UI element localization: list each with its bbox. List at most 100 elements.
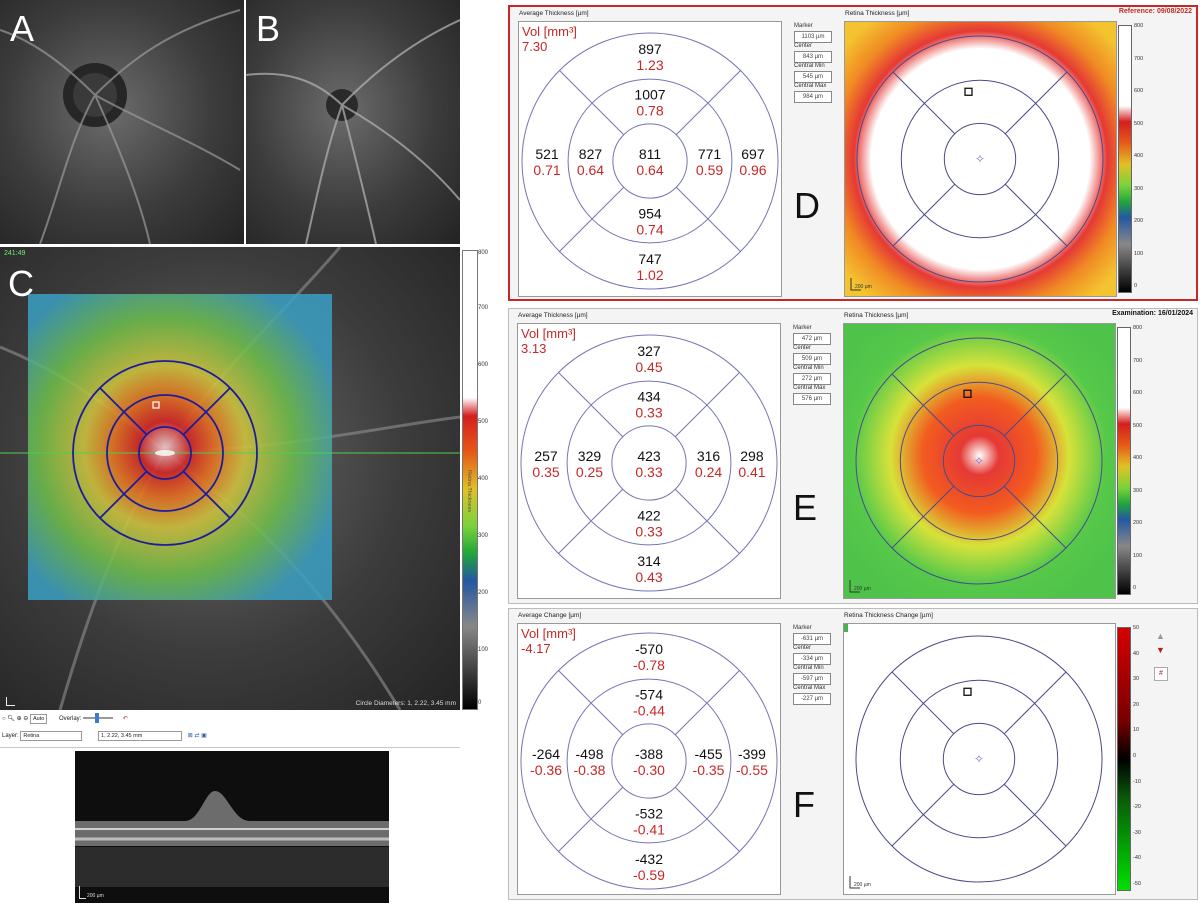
layer-select[interactable]: Retina	[20, 731, 83, 741]
grid-icon[interactable]: ⊠	[187, 733, 193, 739]
volume-label: Vol [mm³]	[521, 326, 576, 341]
sector-outer-left-thickness: 521	[535, 146, 559, 162]
sector-outer-right-thickness: 697	[741, 146, 765, 162]
sector-outer-top-volume: 0.45	[635, 359, 662, 375]
colorbar-tick: 800	[1134, 23, 1144, 29]
sector-inner-top-thickness: 434	[637, 388, 661, 404]
map-colorbar	[1118, 25, 1132, 293]
sector-outer-right-volume: 0.41	[738, 464, 765, 480]
marker-square[interactable]	[963, 687, 972, 696]
sector-inner-bottom-thickness: -532	[635, 806, 663, 822]
map-spoke	[891, 783, 955, 847]
map-spoke	[1003, 373, 1067, 437]
sector-inner-bottom-volume: -0.41	[633, 822, 665, 838]
grid-ring	[520, 632, 778, 890]
colorbar-tick: 300	[1133, 488, 1143, 494]
measure-value: -597 µm	[793, 673, 831, 685]
c-colorbar-tick: 100	[478, 647, 489, 653]
grid-spoke	[558, 670, 624, 736]
sector-chart: 897 1.23 1007 0.78 521 0.71 827 0.64 811 0.64 771 0…	[518, 21, 782, 297]
sector-outer-bottom-volume: 0.43	[635, 569, 662, 585]
measure-label: Marker	[793, 625, 812, 631]
measure-label: Marker	[794, 23, 813, 29]
c-circle-diameters: Circle Diameters: 1, 2.22, 3.45 mm	[355, 700, 456, 707]
grid-spoke	[674, 670, 740, 736]
flip-icon[interactable]: ⇄	[194, 733, 200, 739]
zoom-icon[interactable]: 🔍︎	[7, 716, 15, 722]
c-colorbar-tick: 200	[478, 590, 489, 596]
measure-label: Center	[793, 345, 812, 351]
c-scale-bar	[6, 697, 15, 706]
map-scale-bar	[850, 278, 861, 291]
sector-center-volume: 0.33	[635, 464, 662, 480]
collapse-up-icon[interactable]: ▲	[1156, 631, 1165, 641]
sector-center-volume: -0.30	[633, 762, 665, 778]
grid-spoke	[559, 70, 625, 136]
colorbar-tick: 600	[1133, 390, 1143, 396]
measure-label: Center	[793, 645, 812, 651]
marker-square[interactable]	[963, 389, 972, 398]
map-scale-label: 200 µm	[854, 586, 871, 592]
zoom-out-icon[interactable]: ○	[2, 716, 6, 722]
colorbar-tick: 40	[1133, 651, 1140, 657]
map-edge-mark	[844, 624, 848, 632]
grid-ring	[520, 334, 778, 592]
sector-outer-left-thickness: -264	[532, 746, 560, 762]
colorbar-tick: 0	[1133, 585, 1137, 591]
c-colorbar-tick: 500	[478, 419, 489, 425]
sector-inner-right-volume: 0.59	[696, 162, 723, 178]
measure-value: -227 µm	[793, 693, 831, 705]
collapse-down-icon[interactable]: ▼	[1156, 645, 1165, 655]
sector-outer-right-volume: 0.96	[739, 162, 766, 178]
c-colorbar-tick: 600	[478, 362, 489, 368]
colorbar-tick: -40	[1133, 855, 1141, 861]
oct-bscan: 200 µm	[75, 751, 389, 903]
c-colorbar-tick: 300	[478, 533, 489, 539]
center-crosshair-icon: ✧	[974, 752, 984, 766]
overlay-reset-icon[interactable]: ↶	[122, 716, 128, 722]
zoom-in-icon[interactable]: ⊕	[16, 716, 22, 722]
colorbar-tick: 800	[1133, 325, 1143, 331]
grid-select[interactable]: 1, 2.22, 3.45 mm	[98, 731, 183, 741]
overlay-slider[interactable]	[83, 713, 114, 724]
colorbar-tick: 700	[1134, 56, 1144, 62]
zoom-fit-icon[interactable]: ⊖	[23, 716, 29, 722]
marker-square[interactable]	[964, 87, 973, 96]
measure-label: Central Min	[793, 665, 824, 671]
map-spoke	[892, 183, 956, 247]
sector-outer-left-volume: -0.36	[530, 762, 562, 778]
grid-ring	[567, 78, 733, 244]
c-colorbar-title: Retina Thickness	[466, 470, 472, 513]
sector-chart-grid: -570-0.78 -574-0.44 -264-0.36 -498-0.38 -388…	[520, 632, 778, 890]
map-colorbar	[1117, 327, 1131, 595]
map-ring	[899, 679, 1059, 839]
map-scale-bar	[849, 876, 860, 889]
map-spoke	[891, 485, 955, 549]
thickness-map-svg: ✧ 200 µm	[844, 624, 1115, 894]
fundus-b-vessels	[246, 19, 460, 244]
exam-date: Reference: 09/08/2022	[1118, 8, 1192, 15]
colorbar-tick: -30	[1133, 830, 1141, 836]
c-colorbar-tick: 700	[478, 305, 489, 311]
map-colorbar-ticks: 800 700 600 500 400 300 200 100 0	[1134, 23, 1154, 293]
grid-spoke	[674, 786, 740, 852]
sector-inner-left-volume: 0.64	[577, 162, 604, 178]
measure-value: 509 µm	[793, 353, 831, 365]
overlay-label: Overlay:	[59, 716, 82, 722]
bscan-scale-label: 200 µm	[87, 893, 104, 899]
sector-inner-top-thickness: -574	[635, 686, 663, 702]
grid-spoke	[675, 186, 741, 252]
map-ring	[856, 35, 1104, 283]
save-icon[interactable]: ▣	[201, 733, 207, 739]
panel-label-e: E	[793, 487, 818, 528]
map-heat	[844, 324, 1115, 598]
colorbar-tick: 400	[1133, 455, 1143, 461]
colorbar-tick: 300	[1134, 186, 1144, 192]
zoom-select[interactable]: Auto	[30, 714, 48, 724]
overlay-slider-thumb[interactable]	[95, 713, 100, 724]
sector-chart: -570 -0.78 -574 -0.44 -264 -0.36 -498 -0.38 -388…	[517, 623, 781, 895]
measure-label: Central Max	[793, 385, 826, 391]
options-button[interactable]: #	[1154, 667, 1168, 681]
colorbar-tick: -20	[1133, 804, 1141, 810]
colorbar-tick: 100	[1133, 553, 1143, 559]
